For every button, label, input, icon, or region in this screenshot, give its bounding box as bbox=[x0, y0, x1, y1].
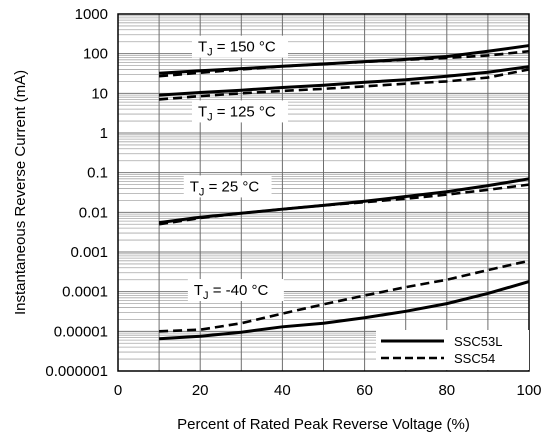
plot-frame bbox=[117, 13, 530, 372]
temperature-label-prefix: T bbox=[198, 39, 207, 56]
temperature-label-text: TJ = -40 °C bbox=[194, 282, 269, 302]
temperature-label-prefix: T bbox=[194, 282, 203, 299]
temperature-label-sub: J bbox=[207, 47, 213, 59]
x-tick-label: 40 bbox=[274, 382, 291, 399]
y-tick-label: 0.000001 bbox=[45, 363, 108, 380]
temperature-label-suffix: = -40 °C bbox=[209, 282, 269, 299]
temperature-label-box bbox=[191, 35, 288, 58]
temperature-label: TJ = 125 °C bbox=[191, 100, 288, 123]
y-tick-label: 0.00001 bbox=[54, 323, 108, 340]
temperature-label-sub: J bbox=[207, 111, 213, 123]
x-tick-label: 0 bbox=[114, 382, 122, 399]
y-tick-label: 1000 bbox=[75, 6, 108, 23]
series-line-125-solid bbox=[159, 65, 530, 97]
legend: SSC53L SSC54 bbox=[376, 330, 529, 370]
temperature-label: TJ = 150 °C bbox=[191, 35, 288, 59]
x-axis-label: Percent of Rated Peak Reverse Voltage (%… bbox=[177, 416, 470, 433]
x-tick-label: 100 bbox=[516, 382, 541, 399]
x-tick-label: 60 bbox=[356, 382, 373, 399]
temperature-label-suffix: = 25 °C bbox=[204, 178, 259, 195]
temperature-label-prefix: T bbox=[198, 103, 207, 120]
y-axis-label: Instantaneous Reverse Current (mA) bbox=[12, 70, 29, 315]
series-line--40-dashed bbox=[159, 259, 530, 333]
temperature-label-suffix: = 150 °C bbox=[213, 39, 276, 56]
temperature-label-text: TJ = 125 °C bbox=[198, 103, 276, 123]
temperature-label: TJ = -40 °C bbox=[187, 279, 284, 302]
y-tick-label: 0.1 bbox=[87, 165, 108, 182]
annotations: TJ = 150 °CTJ = 125 °CTJ = 25 °CTJ = -40… bbox=[183, 35, 288, 302]
temperature-label-box bbox=[191, 100, 288, 123]
legend-label: SSC53L bbox=[454, 334, 502, 349]
y-tick-label: 0.01 bbox=[79, 204, 108, 221]
y-tick-label: 0.001 bbox=[70, 244, 108, 261]
y-tick-label: 100 bbox=[83, 46, 108, 63]
legend-label: SSC54 bbox=[454, 351, 495, 366]
y-tick-labels: 0.000001 0.00001 0.0001 0.001 0.01 0.1 1 10 100 1… bbox=[45, 6, 108, 380]
temperature-label: TJ = 25 °C bbox=[183, 175, 272, 198]
y-tick-label: 10 bbox=[91, 85, 108, 102]
x-tick-label: 80 bbox=[438, 382, 455, 399]
series-line-150-dashed bbox=[158, 49, 530, 78]
temperature-label-sub: J bbox=[199, 186, 205, 198]
series-line--40-solid bbox=[159, 280, 530, 341]
y-tick-label: 1 bbox=[100, 125, 108, 142]
series-line-125-dashed bbox=[158, 68, 530, 101]
temperature-label-box bbox=[183, 175, 272, 198]
x-tick-labels: 0 20 40 60 80 100 bbox=[114, 382, 542, 399]
x-tick-label: 20 bbox=[192, 382, 209, 399]
temperature-label-text: TJ = 25 °C bbox=[190, 178, 260, 198]
legend-box bbox=[376, 330, 529, 370]
series-line-25-dashed bbox=[158, 183, 530, 226]
temperature-label-box bbox=[187, 279, 284, 302]
series-lines bbox=[158, 44, 530, 341]
temperature-label-suffix: = 125 °C bbox=[213, 103, 276, 120]
temperature-label-sub: J bbox=[203, 290, 209, 302]
temperature-label-text: TJ = 150 °C bbox=[198, 39, 276, 59]
y-tick-label: 0.0001 bbox=[62, 284, 108, 301]
temperature-label-prefix: T bbox=[190, 178, 199, 195]
